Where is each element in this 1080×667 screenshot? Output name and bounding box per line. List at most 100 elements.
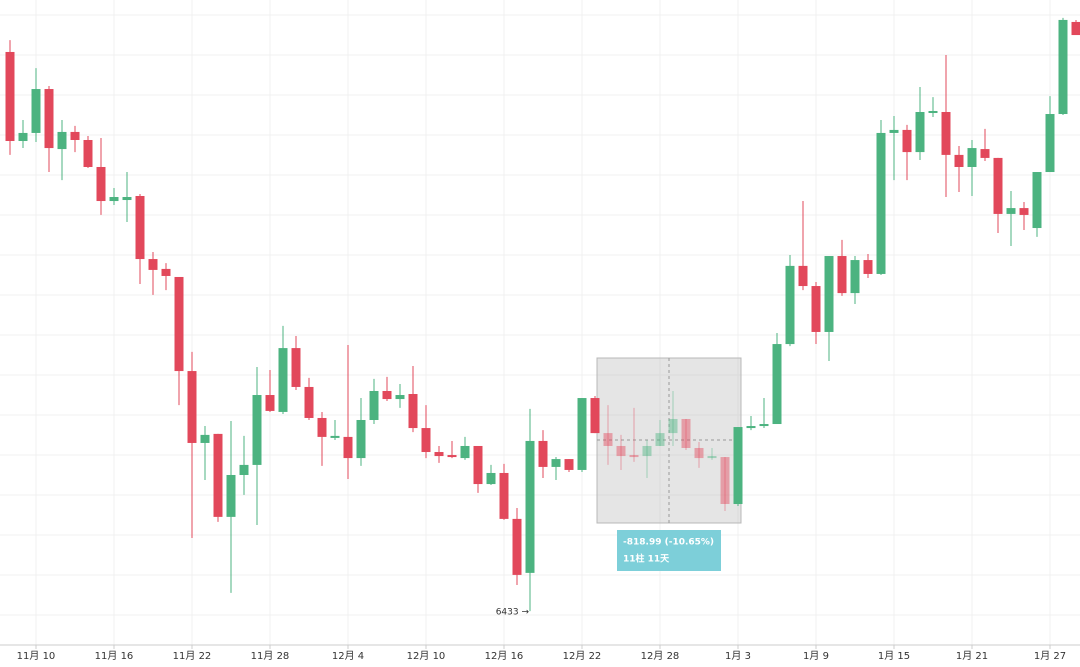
candle-body — [356, 419, 366, 459]
candle-body — [928, 110, 938, 114]
candle-body — [226, 474, 236, 517]
candle-body — [213, 433, 223, 517]
candle-body — [551, 459, 561, 467]
candle-body — [577, 398, 587, 470]
x-tick-label: 12月 10 — [407, 650, 446, 662]
candle-body — [109, 197, 119, 202]
candle-body — [980, 149, 990, 158]
candle-body — [889, 129, 899, 133]
candle-body — [291, 348, 301, 387]
candle-body — [5, 51, 15, 142]
candle-body — [499, 472, 509, 519]
candle-body — [265, 395, 275, 411]
x-tick-label: 12月 28 — [641, 650, 680, 662]
candle-body — [1045, 114, 1055, 173]
candle-body — [746, 426, 756, 429]
candle-body — [967, 148, 977, 167]
candle-body — [785, 265, 795, 345]
candle-body — [486, 472, 496, 485]
candle-body — [603, 433, 613, 446]
candle-body — [473, 445, 483, 485]
candle-body — [200, 434, 210, 443]
candle-body — [395, 395, 405, 400]
candle-body — [616, 445, 626, 457]
measure-span: 11柱 11天 — [623, 553, 670, 565]
candle-body — [694, 447, 704, 459]
candle-body — [720, 457, 730, 504]
candle-body — [993, 157, 1003, 214]
candle-body — [837, 256, 847, 294]
candle-body — [590, 398, 600, 434]
candles — [5, 17, 1080, 612]
candle-body — [512, 518, 522, 575]
x-tick-label: 11月 16 — [95, 650, 134, 662]
candle-body — [317, 417, 327, 437]
candle-body — [278, 348, 288, 412]
candle-body — [447, 455, 457, 458]
candle-body — [408, 394, 418, 429]
candle-body — [824, 256, 834, 332]
candle-body — [668, 418, 678, 434]
candle-body — [460, 445, 470, 459]
x-tick-label: 11月 28 — [251, 650, 290, 662]
candle-body — [642, 445, 652, 457]
candle-body — [772, 344, 782, 425]
candle-body — [902, 129, 912, 153]
candle-body — [811, 286, 821, 332]
candle-body — [915, 111, 925, 153]
x-tick-label: 1月 3 — [725, 650, 751, 662]
candle-body — [304, 386, 314, 418]
candle-body — [876, 132, 886, 274]
candle-body — [941, 111, 951, 155]
candle-body — [655, 433, 665, 446]
candle-body — [44, 89, 54, 149]
candle-body — [707, 456, 717, 459]
candle-body — [538, 440, 548, 467]
measure-change: -818.99 (-10.65%) — [623, 538, 714, 548]
candle-body — [1019, 208, 1029, 215]
candle-body — [70, 131, 80, 140]
candle-body — [83, 139, 93, 167]
low-annotation: 6433 → — [496, 608, 530, 618]
x-tick-label: 12月 16 — [485, 650, 524, 662]
candle-body — [681, 418, 691, 448]
grid — [0, 0, 1080, 645]
candle-body — [1032, 172, 1042, 229]
measure-tooltip — [617, 530, 721, 571]
x-tick-label: 1月 15 — [878, 650, 910, 662]
candle-body — [954, 154, 964, 167]
candle-body — [863, 260, 873, 274]
candle-body — [798, 265, 808, 287]
candle-body — [174, 276, 184, 372]
x-tick-label: 1月 9 — [803, 650, 829, 662]
candle-body — [1071, 21, 1080, 36]
candle-body — [18, 132, 28, 142]
x-tick-label: 11月 22 — [173, 650, 212, 662]
candle-body — [421, 428, 431, 453]
candle-body — [122, 197, 132, 201]
candle-body — [135, 195, 145, 260]
candle-body — [96, 166, 106, 202]
candle-body — [343, 436, 353, 459]
x-tick-label: 12月 4 — [332, 650, 364, 662]
candle-body — [57, 131, 67, 150]
candle-body — [525, 440, 535, 573]
candle-body — [239, 464, 249, 475]
candle-body — [434, 452, 444, 457]
candle-body — [187, 371, 197, 443]
candle-body — [564, 459, 574, 470]
candle-body — [733, 427, 743, 504]
candle-body — [330, 435, 340, 438]
candle-body — [382, 390, 392, 400]
candle-body — [629, 455, 639, 458]
candle-body — [148, 259, 158, 270]
candle-body — [759, 424, 769, 427]
candle-body — [1058, 19, 1068, 115]
x-tick-label: 1月 27 — [1034, 650, 1066, 662]
candle-body — [252, 395, 262, 465]
candle-body — [31, 89, 41, 133]
candle-body — [161, 268, 171, 276]
x-tick-label: 12月 22 — [563, 650, 602, 662]
